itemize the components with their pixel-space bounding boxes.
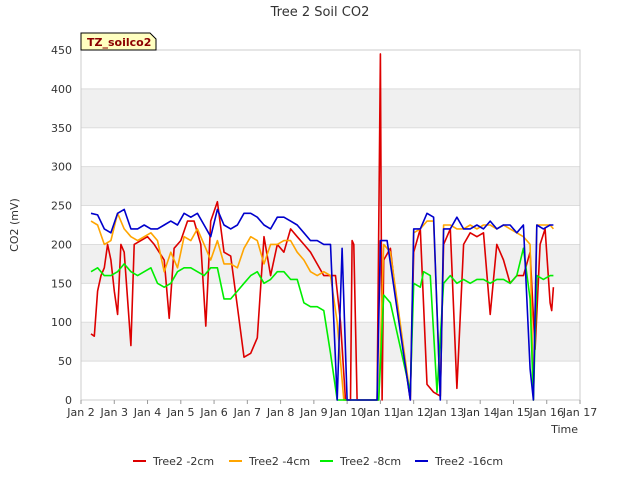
- grid-band: [81, 88, 580, 128]
- grid-band: [81, 166, 580, 206]
- legend-label-2: Tree2 -4cm: [248, 455, 310, 468]
- x-tick-label: Jan 13: [429, 406, 464, 419]
- x-tick-label: Jan 11: [362, 406, 397, 419]
- x-tick-label: Jan 2: [66, 406, 94, 419]
- legend: Tree2 -2cm Tree2 -4cm Tree2 -8cm Tree2 -16c…: [133, 455, 503, 468]
- y-axis-ticks: 0 50 100 150 200 250 300 350 400 450: [51, 44, 72, 407]
- x-tick-label: Jan 5: [166, 406, 194, 419]
- x-tick-label: Jan 14: [462, 406, 497, 419]
- x-tick-label: Jan 10: [329, 406, 364, 419]
- chart-title: Tree 2 Soil CO2: [270, 5, 370, 20]
- legend-label-1: Tree2 -2cm: [152, 455, 214, 468]
- y-tick-label: 50: [58, 355, 72, 368]
- y-axis-label: CO2 (mV): [8, 198, 21, 252]
- y-tick-label: 450: [51, 44, 72, 57]
- series-lines: [90, 53, 555, 401]
- x-tick-label: Jan 9: [299, 406, 327, 419]
- x-tick-label: Jan 16: [529, 406, 564, 419]
- y-tick-label: 150: [51, 277, 72, 290]
- x-tick-label: Jan 15: [495, 406, 530, 419]
- x-tick-label: Jan 12: [395, 406, 430, 419]
- x-tick-label: Jan 7: [233, 406, 261, 419]
- x-tick-label: Jan 4: [133, 406, 161, 419]
- y-tick-label: 0: [65, 394, 72, 407]
- y-tick-label: 200: [51, 238, 72, 251]
- legend-label-3: Tree2 -8cm: [339, 455, 401, 468]
- x-axis-ticks: Jan 2 Jan 3 Jan 4 Jan 5 Jan 6 Jan 7 Jan 8 Jan 9…: [66, 400, 597, 419]
- x-tick-label: Jan 3: [100, 406, 128, 419]
- plot-background: [80, 49, 581, 401]
- tz-badge-label: TZ_soilco2: [87, 36, 151, 49]
- legend-label-4: Tree2 -16cm: [434, 455, 503, 468]
- x-tick-label: Jan 8: [266, 406, 294, 419]
- series-line-4: [90, 208, 554, 401]
- x-tick-label: Jan 6: [199, 406, 227, 419]
- x-tick-label: Jan 17: [562, 406, 597, 419]
- series-line-3: [90, 247, 554, 401]
- y-tick-label: 100: [51, 316, 72, 329]
- y-tick-label: 400: [51, 83, 72, 96]
- plot-border: [80, 49, 581, 401]
- tz-badge-box: [80, 32, 157, 51]
- y-tick-label: 350: [51, 122, 72, 135]
- series-line-2: [90, 212, 555, 401]
- tz-badge: TZ_soilco2: [80, 32, 157, 51]
- y-tick-label: 250: [51, 200, 72, 213]
- x-axis-label: Time: [550, 423, 578, 436]
- y-tick-label: 300: [51, 161, 72, 174]
